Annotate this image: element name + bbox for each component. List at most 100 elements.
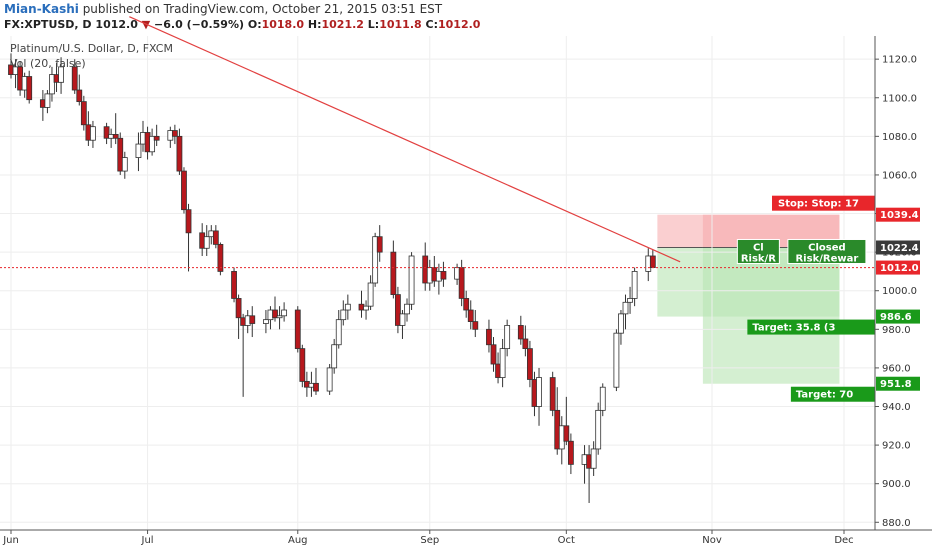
stop-badge: Stop: Stop: 17 [772,195,875,211]
candle-body [458,267,465,299]
candle-body [613,332,620,388]
candle-body [467,309,474,322]
candle-body [563,425,570,442]
candle-body [212,230,219,245]
price-tag-box [876,207,920,222]
price-tag: 1012.0 [876,260,920,275]
candle-body [390,251,397,295]
candle [240,313,247,397]
price-tick-label: 1100.0 [882,93,917,104]
symbol-label: FX:XPTUSD, D [4,18,92,31]
candle-body [376,236,383,253]
price-tag: 1022.4 [876,240,920,255]
candle [618,310,624,345]
target-box [790,386,875,402]
candle [335,310,342,349]
candle-body [595,409,602,450]
candle-body [299,348,306,382]
candle [80,95,87,131]
candle [326,364,333,395]
price-tag-label: 1022.4 [880,243,919,254]
target-badge: Target: 35.8 (3 [747,319,875,335]
candle-body [463,298,470,311]
time-tick-label: Jun [2,535,19,546]
candle [212,225,219,249]
candle [235,294,242,339]
candle-body [536,377,542,407]
candle [340,300,347,326]
candle [613,329,620,392]
candle [527,340,533,388]
candle-body [203,236,210,249]
risk-reward-label: Risk/R [741,253,776,264]
publish-text: published on TradingView.com, October 21… [78,2,443,16]
price-tag-box [876,309,920,324]
candle-body [185,209,192,234]
stop-label: Stop: Stop: 17 [778,199,859,210]
candle-body [153,135,160,141]
candle [90,120,96,148]
candle-body [599,386,606,411]
candle-body [486,328,492,346]
candle-body [281,309,288,317]
candle [472,310,479,338]
author-link[interactable]: Mian-Kashi [4,2,79,16]
target-label: Target: 70 [796,390,853,401]
candle [486,319,492,353]
candle-body [117,137,124,172]
candle [171,124,178,145]
candle [58,57,64,94]
candle [522,325,529,357]
candle [26,70,33,104]
candle [595,402,602,455]
candle [499,338,506,388]
price-tag-label: 1039.4 [880,210,919,221]
candle [217,242,224,276]
price-tick-label: 1000.0 [882,286,917,297]
candle [294,306,301,353]
candle [153,124,160,146]
price-change: −6.0 (−0.59%) [154,18,244,31]
candle [536,367,542,426]
candle-body [590,448,597,469]
price-tag: 1039.4 [876,207,920,222]
trend-line [129,16,681,263]
candle [299,344,306,388]
open-label: O: [247,18,262,31]
close-label: C: [425,18,438,31]
candle [112,113,119,145]
candle [331,338,338,374]
candle-body [363,305,369,311]
candle [404,298,410,322]
chart-title: Platinum/U.S. Dollar, D, FXCM [10,42,173,55]
candle [117,132,124,175]
price-tick-label: 1080.0 [882,132,917,143]
candle [167,126,174,148]
candle-body [331,344,338,369]
candle [272,296,278,322]
time-axis[interactable]: Jun Jul Aug Sep Oct Nov Dec [2,530,854,546]
high-label: H: [307,18,322,31]
candle [376,225,383,262]
candle-body [517,325,524,340]
candle [372,232,379,287]
candle-body [522,338,529,350]
price-tag-label: 951.8 [880,379,912,390]
candle [231,267,237,303]
closed-label: Closed [808,242,846,253]
candle-body [90,126,96,141]
price-axis[interactable]: 880.0900.0920.0940.0960.0980.01000.01020… [875,55,917,529]
price-tick-label: 880.0 [882,518,911,529]
candle-body [135,143,142,158]
target-box [747,319,875,335]
candle-body [408,255,415,305]
candle [103,122,110,145]
candle-body [527,348,533,380]
candle [76,74,83,106]
candle [463,290,470,318]
candle [467,300,474,330]
price-tick-label: 940.0 [882,402,911,413]
price-tag: 986.6 [876,309,920,324]
candles [8,53,656,503]
